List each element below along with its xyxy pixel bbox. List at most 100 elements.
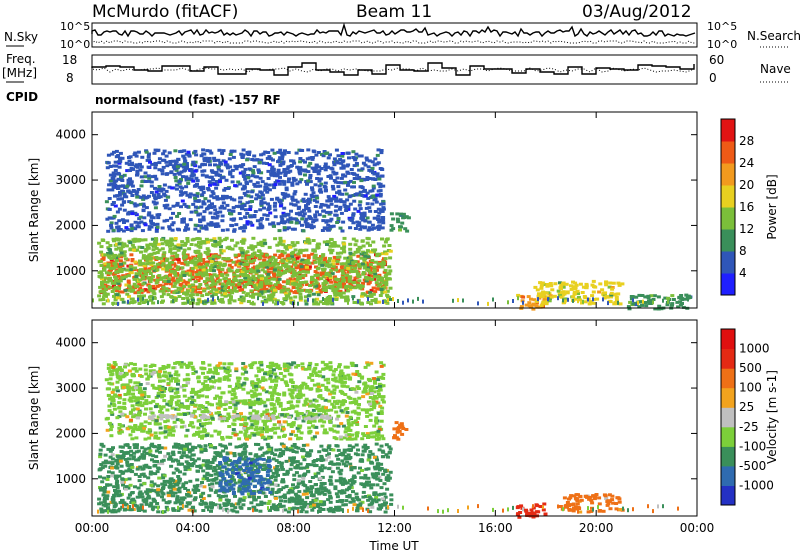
scatter-cell xyxy=(225,259,230,263)
scatter-cell xyxy=(196,287,201,291)
scatter-cell xyxy=(359,185,364,189)
scatter-cell xyxy=(241,290,246,294)
scatter-cell xyxy=(203,444,208,448)
scatter-cell xyxy=(334,479,339,483)
scatter-cell xyxy=(148,453,153,457)
scatter-cell xyxy=(121,483,125,487)
scatter-cell xyxy=(197,254,201,258)
scatter-cell xyxy=(110,462,115,465)
scatter-cell xyxy=(290,183,295,187)
scatter-cell xyxy=(239,295,244,299)
scatter-cell xyxy=(331,262,336,266)
scatter-cell xyxy=(345,151,350,155)
scatter-cell xyxy=(370,278,375,281)
scatter-cell xyxy=(110,281,115,285)
scatter-cell xyxy=(256,168,261,172)
scatter-cell xyxy=(197,285,201,289)
scatter-cell xyxy=(211,284,216,288)
scatter-cell xyxy=(212,196,217,200)
scatter-cell xyxy=(360,262,365,266)
scatter-cell xyxy=(155,268,160,272)
scatter-cell xyxy=(111,201,116,204)
scatter-cell xyxy=(98,475,102,479)
scatter-cell xyxy=(337,470,342,474)
scatter-cell xyxy=(242,285,247,289)
scatter-cell xyxy=(154,455,159,459)
scatter-cell xyxy=(215,222,220,226)
scatter-cell xyxy=(330,286,335,290)
scatter-cell xyxy=(148,280,153,284)
scatter-cell xyxy=(375,287,380,291)
scatter-cell xyxy=(363,163,368,167)
scatter-cell xyxy=(160,260,165,264)
scatter-cell xyxy=(333,180,338,184)
scatter-cell xyxy=(295,278,300,282)
scatter-cell xyxy=(291,227,295,231)
scatter-cell xyxy=(531,302,536,306)
scatter-cell xyxy=(247,246,252,250)
scatter-cell xyxy=(262,206,266,210)
scatter-cell xyxy=(304,204,308,208)
scatter-cell xyxy=(335,466,340,470)
scatter-cell xyxy=(249,195,254,199)
scatter-cell xyxy=(178,246,183,250)
scatter-cell xyxy=(147,227,152,231)
scatter-cell xyxy=(223,461,228,465)
scatter-cell xyxy=(232,149,237,153)
scatter-cell xyxy=(313,278,318,282)
scatter-cell xyxy=(582,295,587,298)
scatter-cell xyxy=(540,281,545,285)
beam-title: Beam 11 xyxy=(356,2,432,22)
scatter-cell xyxy=(306,148,311,152)
scatter-cell xyxy=(296,207,301,211)
scatter-cell xyxy=(113,160,118,164)
scatter-cell xyxy=(287,500,292,504)
scatter-cell xyxy=(272,174,277,178)
scatter-cell xyxy=(127,288,132,292)
scatter-cell xyxy=(328,494,333,498)
scatter-cell xyxy=(369,288,374,292)
scatter-cell xyxy=(293,253,298,257)
scatter-cell xyxy=(195,273,200,276)
scatter-cell xyxy=(303,192,308,196)
scatter-cell xyxy=(147,301,149,306)
scatter-cell xyxy=(366,294,370,298)
scatter-cell xyxy=(369,169,373,173)
scatter-cell xyxy=(176,481,181,485)
scatter-cell xyxy=(99,245,104,249)
scatter-cell xyxy=(139,165,144,169)
scatter-cell xyxy=(326,156,331,160)
scatter-cell xyxy=(204,271,208,275)
scatter-cell xyxy=(258,218,263,222)
scatter-cell xyxy=(275,281,280,284)
scatter-cell xyxy=(174,187,179,191)
scatter-cell xyxy=(348,479,353,483)
scatter-cell xyxy=(379,218,384,222)
scatter-cell xyxy=(252,495,256,499)
scatter-cell xyxy=(245,190,250,194)
scatter-cell xyxy=(129,501,134,504)
scatter-cell xyxy=(215,211,220,214)
scatter-cell xyxy=(155,222,160,226)
scatter-cell xyxy=(332,241,337,244)
scatter-cell xyxy=(268,222,273,226)
scatter-cell xyxy=(259,171,264,175)
scatter-cell xyxy=(122,208,127,212)
scatter-cell xyxy=(311,292,316,296)
scatter-cell xyxy=(171,276,176,280)
scatter-cell xyxy=(161,285,166,289)
scatter-cell xyxy=(220,228,225,232)
scatter-cell xyxy=(117,489,121,493)
scatter-cell xyxy=(208,211,213,215)
y-tick-label: 3000 xyxy=(55,173,86,187)
scatter-cell xyxy=(367,455,372,459)
scatter-cell xyxy=(640,294,645,297)
scatter-cell xyxy=(162,183,167,187)
scatter-cell xyxy=(232,228,237,232)
scatter-cell xyxy=(235,165,240,168)
scatter-cell xyxy=(382,244,387,248)
scatter-cell xyxy=(287,269,292,273)
scatter-cell xyxy=(102,490,107,494)
scatter-cell xyxy=(126,212,131,216)
scatter-cell xyxy=(232,271,237,275)
